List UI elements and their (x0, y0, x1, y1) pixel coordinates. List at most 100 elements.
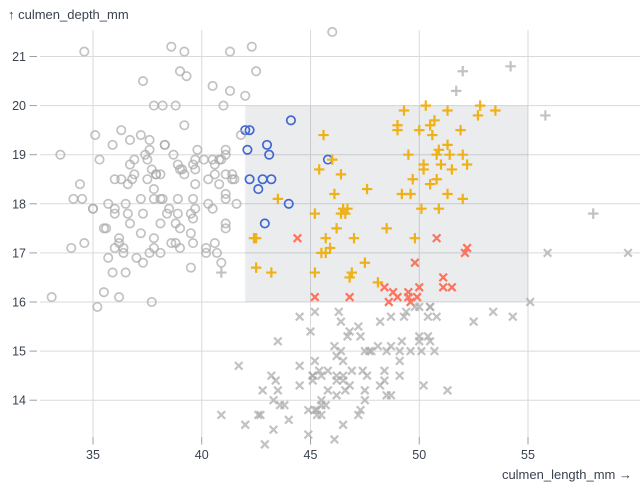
axis-tickmarks (29, 56, 529, 445)
data-point-plus (457, 66, 468, 77)
data-point-circle (109, 203, 120, 214)
data-point-plus (490, 105, 501, 116)
data-point-x (234, 361, 244, 371)
data-point-x (268, 425, 279, 435)
data-point-circle (148, 193, 159, 204)
data-point-x (425, 302, 435, 312)
x-tick-label: 50 (412, 448, 426, 462)
brush-selection[interactable] (245, 105, 528, 302)
data-point-plus (381, 223, 392, 234)
data-point-plus (457, 193, 468, 205)
data-point-x (412, 292, 422, 302)
data-point-x (271, 375, 281, 386)
data-point-circle (155, 247, 166, 258)
data-point-x (399, 312, 409, 322)
data-point-plus (361, 183, 373, 195)
data-point-circle (114, 233, 125, 244)
data-point-circle (190, 164, 201, 175)
data-point-plus (398, 105, 410, 116)
data-point-circle (179, 46, 190, 57)
data-point-x (332, 390, 342, 400)
data-point-plus (359, 257, 371, 268)
data-point-circle (201, 242, 212, 254)
data-point-x (353, 410, 363, 420)
data-point-circle (220, 144, 231, 155)
data-point-circle (166, 238, 177, 249)
data-point-circle (135, 228, 146, 239)
x-tick-label: 45 (304, 448, 318, 462)
data-point-x (379, 375, 390, 386)
data-point-plus (346, 267, 358, 278)
data-point-circle (107, 139, 118, 150)
axis-tick-labels: 35 40 45 50 55 14 15 16 17 18 19 20 21 (12, 50, 535, 462)
data-point-circle (155, 169, 166, 180)
data-point-plus (474, 100, 486, 111)
data-point-circle (174, 242, 186, 254)
data-point-plus (424, 178, 436, 190)
data-point-x (279, 400, 289, 410)
data-point-plus (266, 267, 277, 278)
data-point-x (284, 415, 294, 425)
data-point-circle (168, 149, 179, 160)
data-point-circle (116, 125, 127, 136)
data-point-circle (122, 208, 133, 219)
data-point-circle (216, 257, 227, 268)
data-point-x (332, 375, 342, 386)
y-tick-label: 16 (12, 296, 26, 310)
data-point-circle (220, 188, 231, 200)
data-point-x (353, 321, 363, 332)
data-point-plus (396, 188, 408, 200)
data-point-x (438, 272, 448, 283)
data-point-circle (246, 41, 257, 52)
data-point-circle (161, 208, 172, 219)
data-point-circle (157, 100, 168, 111)
data-point-x (345, 380, 355, 391)
data-point-circle (129, 154, 140, 165)
data-point-circle (242, 144, 253, 155)
data-point-circle (224, 46, 236, 57)
data-point-x (386, 312, 396, 322)
data-point-circle (137, 76, 149, 87)
data-point-plus (320, 247, 331, 259)
data-point-circle (235, 130, 246, 141)
data-point-x (347, 366, 357, 376)
data-point-circle (327, 26, 338, 37)
data-point-circle (261, 139, 273, 150)
data-point-circle (172, 208, 183, 219)
data-point-x (312, 405, 322, 415)
data-point-circle (244, 125, 255, 136)
data-point-x (295, 380, 305, 391)
data-point-x (423, 312, 433, 322)
data-point-circle (101, 223, 112, 234)
data-point-circle (46, 292, 57, 303)
data-point-circle (214, 179, 225, 190)
data-point-plus (435, 159, 447, 170)
y-axis-title: ↑ culmen_depth_mm (8, 7, 129, 22)
data-point-x (623, 248, 633, 258)
data-point-circle (220, 149, 231, 160)
data-point-circle (137, 208, 149, 219)
data-point-circle (188, 193, 199, 204)
data-point-plus (433, 203, 445, 214)
data-point-x (488, 307, 498, 317)
data-point-circle (220, 193, 231, 204)
data-point-x (303, 429, 313, 440)
data-point-x (403, 292, 413, 302)
data-point-x (395, 371, 405, 381)
data-point-x (336, 317, 346, 327)
data-point-circle (220, 223, 231, 234)
data-point-x (432, 233, 442, 243)
data-point-plus (472, 110, 484, 121)
data-point-x (395, 346, 405, 356)
data-point-circle (229, 174, 240, 185)
data-point-plus (392, 120, 403, 131)
data-point-x (462, 243, 472, 253)
data-point-circle (190, 154, 201, 165)
data-point-circle (98, 287, 109, 298)
data-point-circle (164, 203, 175, 214)
y-tick-label: 14 (12, 394, 26, 408)
data-point-circle (190, 179, 201, 190)
data-point-circle (87, 203, 99, 214)
data-point-circle (129, 169, 140, 180)
